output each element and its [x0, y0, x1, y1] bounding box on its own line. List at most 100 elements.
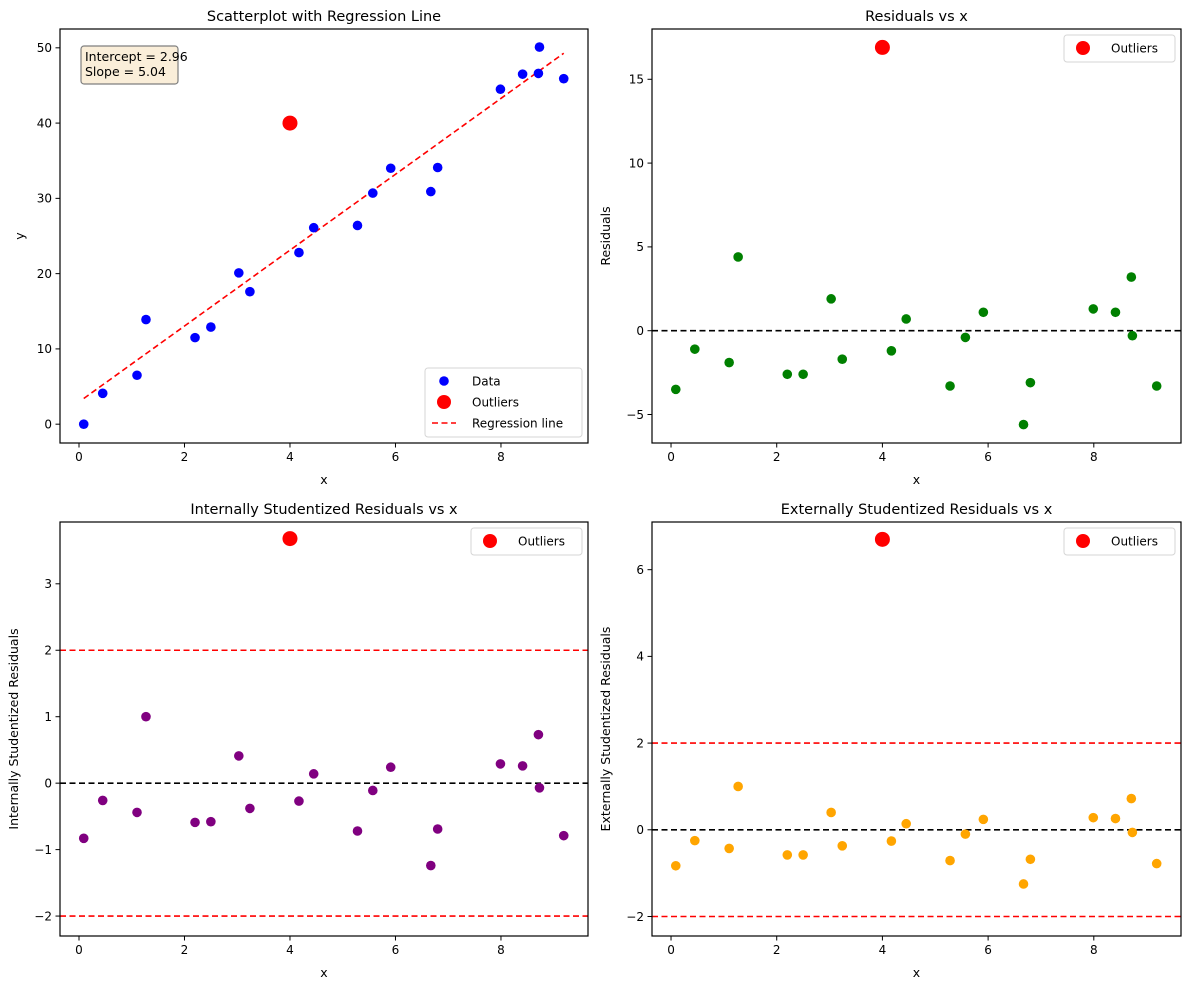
data-point: [385, 163, 396, 174]
y-tick-label: 3: [44, 577, 52, 591]
x-tick-label: 6: [392, 943, 400, 957]
data-point: [826, 294, 836, 304]
data-point: [426, 186, 436, 197]
x-tick-label: 0: [75, 450, 83, 464]
x-tick-label: 0: [667, 450, 675, 464]
data-point: [352, 826, 363, 836]
outlier-point: [282, 115, 298, 131]
plot-area: [652, 531, 1181, 918]
subplot-external-studentized: Externally Studentized Residuals vs x 0 2 4…: [598, 502, 1182, 980]
x-tick-label: 8: [497, 450, 505, 464]
data-point: [798, 369, 808, 380]
y-axis-label: y: [12, 232, 27, 240]
data-point: [141, 314, 151, 325]
y-tick-label: −5: [626, 408, 644, 422]
data-point: [978, 307, 989, 318]
data-point: [670, 860, 681, 871]
data-point: [690, 835, 700, 846]
legend-box: [1063, 527, 1176, 556]
data-point: [190, 332, 200, 343]
data-point: [1126, 272, 1137, 282]
data-point: [798, 850, 808, 860]
y-tick-label: 0: [44, 776, 52, 790]
data-point: [1151, 381, 1162, 391]
data-point: [206, 322, 216, 332]
data-point: [97, 388, 108, 399]
data-point: [533, 68, 544, 79]
x-tick-label: 2: [181, 943, 189, 957]
x-tick-label: 2: [773, 450, 781, 464]
data-point: [533, 729, 544, 740]
data-point: [132, 370, 142, 381]
data-point: [670, 384, 681, 395]
legend-marker-icon: [1076, 41, 1090, 55]
legend-label: Outliers: [472, 395, 519, 409]
subplot-internal-studentized: Internally Studentized Residuals vs x 0 2 4…: [6, 502, 589, 980]
data-point: [690, 344, 700, 354]
data-point: [945, 381, 955, 391]
legend-label: Outliers: [1111, 41, 1158, 55]
data-point: [782, 850, 793, 860]
y-tick-label: 15: [629, 73, 644, 87]
data-point: [1018, 879, 1029, 889]
y-tick-label: 10: [37, 342, 52, 356]
legend: Outliers: [1063, 34, 1176, 63]
legend: Outliers: [470, 527, 583, 556]
data-point: [141, 711, 151, 722]
y-tick-label: 0: [636, 823, 644, 837]
data-point: [1110, 813, 1121, 824]
data-point: [294, 796, 304, 806]
x-axis-label: x: [913, 472, 920, 487]
data-point: [132, 807, 142, 818]
data-point: [367, 188, 378, 198]
y-axis-label: Residuals: [598, 206, 613, 265]
legend-marker-icon: [439, 376, 449, 386]
plot-area: [78, 42, 569, 429]
y-tick-label: 20: [37, 267, 52, 281]
plot-area: [652, 39, 1181, 430]
data-point: [517, 69, 528, 79]
data-point: [517, 761, 528, 771]
data-point: [1151, 858, 1162, 869]
data-point: [558, 830, 569, 841]
data-point: [367, 785, 378, 796]
y-tick-label: 4: [636, 650, 644, 664]
data-point: [385, 762, 396, 773]
x-tick-label: 2: [773, 943, 781, 957]
axes-frame: [651, 28, 1182, 444]
data-point: [733, 252, 743, 262]
legend-marker-icon: [483, 534, 497, 548]
axes-frame: [59, 521, 589, 937]
x-tick-label: 8: [1090, 943, 1098, 957]
data-point: [234, 268, 244, 278]
y-tick-label: 10: [629, 156, 644, 170]
data-point: [352, 220, 363, 231]
y-tick-label: 5: [636, 240, 644, 254]
y-tick-label: −2: [626, 910, 644, 924]
data-point: [1025, 854, 1036, 865]
legend-box: [1063, 34, 1176, 63]
y-tick-label: −1: [34, 843, 52, 857]
y-tick-label: 30: [37, 192, 52, 206]
legend: Outliers: [1063, 527, 1176, 556]
x-tick-label: 8: [1090, 450, 1098, 464]
annotation-box: [80, 45, 179, 85]
y-tick-label: 2: [636, 736, 644, 750]
data-point: [234, 751, 244, 761]
data-point: [1127, 330, 1138, 341]
x-tick-label: 4: [879, 943, 887, 957]
x-tick-label: 0: [75, 943, 83, 957]
data-point: [245, 286, 255, 297]
data-point: [308, 222, 319, 233]
plot-area: [60, 531, 588, 917]
legend-label: Outliers: [518, 534, 565, 548]
x-axis-label: x: [320, 472, 327, 487]
x-tick-label: 6: [984, 450, 992, 464]
y-tick-label: 2: [44, 644, 52, 658]
data-point: [294, 247, 304, 258]
data-point: [826, 807, 836, 818]
regression-line: [83, 52, 565, 400]
data-point: [886, 836, 897, 846]
chart-title: Externally Studentized Residuals vs x: [781, 502, 1053, 518]
